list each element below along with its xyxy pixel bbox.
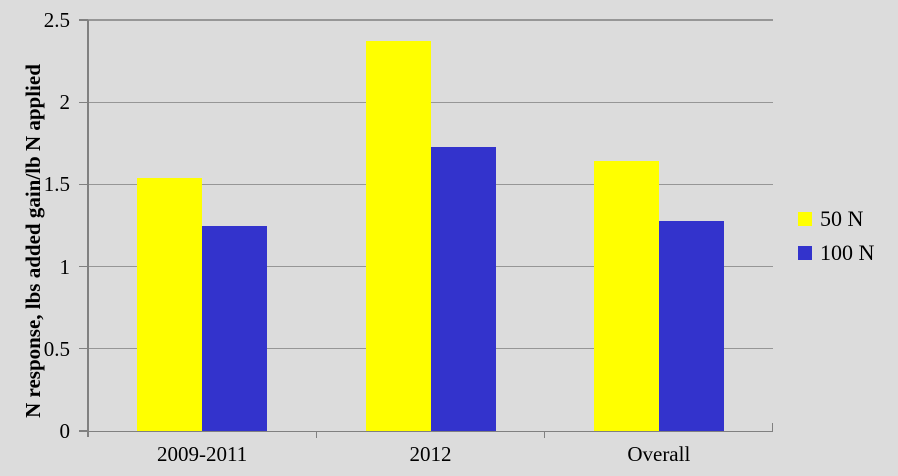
y-tick-label: 2.5 [43, 8, 70, 32]
y-tick-label: 0 [59, 419, 71, 443]
gridline [88, 19, 773, 21]
y-axis-tick [79, 183, 88, 186]
x-axis-tick [543, 431, 546, 438]
legend-swatch-icon [798, 246, 812, 260]
x-axis-line [88, 430, 773, 432]
y-tick-label: 0.5 [43, 336, 70, 361]
legend-item: 100 N [798, 242, 874, 264]
legend-label: 100 N [820, 240, 875, 265]
x-axis-tick [315, 431, 318, 438]
y-axis-tick [79, 430, 88, 432]
bar-100-n-2012 [430, 146, 496, 431]
legend: 50 N 100 N [798, 208, 874, 264]
bar-100-n-Overall [658, 220, 724, 431]
x-category-label: 2009-2011 [157, 442, 248, 466]
y-tick-label: 1.5 [43, 172, 70, 197]
bar-50-n-Overall [593, 161, 659, 431]
legend-swatch-icon [798, 212, 812, 226]
y-axis-tick [79, 348, 88, 350]
bar-50-n-2009-2011 [137, 177, 203, 431]
bar-100-n-2009-2011 [202, 225, 268, 431]
x-category-label: 2012 [409, 442, 452, 466]
y-axis-line [87, 20, 89, 437]
y-tick-label: 2 [59, 90, 71, 115]
x-category-label: Overall [627, 442, 691, 466]
y-axis-tick [79, 101, 88, 103]
x-axis-end-tick [771, 423, 773, 431]
legend-item: 50 N [798, 208, 874, 230]
y-axis-tick [79, 265, 88, 268]
y-tick-label: 1 [59, 254, 71, 279]
gridline [88, 101, 773, 103]
bar-50-n-2012 [365, 41, 431, 431]
y-axis-tick [79, 19, 88, 21]
legend-label: 50 N [820, 206, 864, 231]
